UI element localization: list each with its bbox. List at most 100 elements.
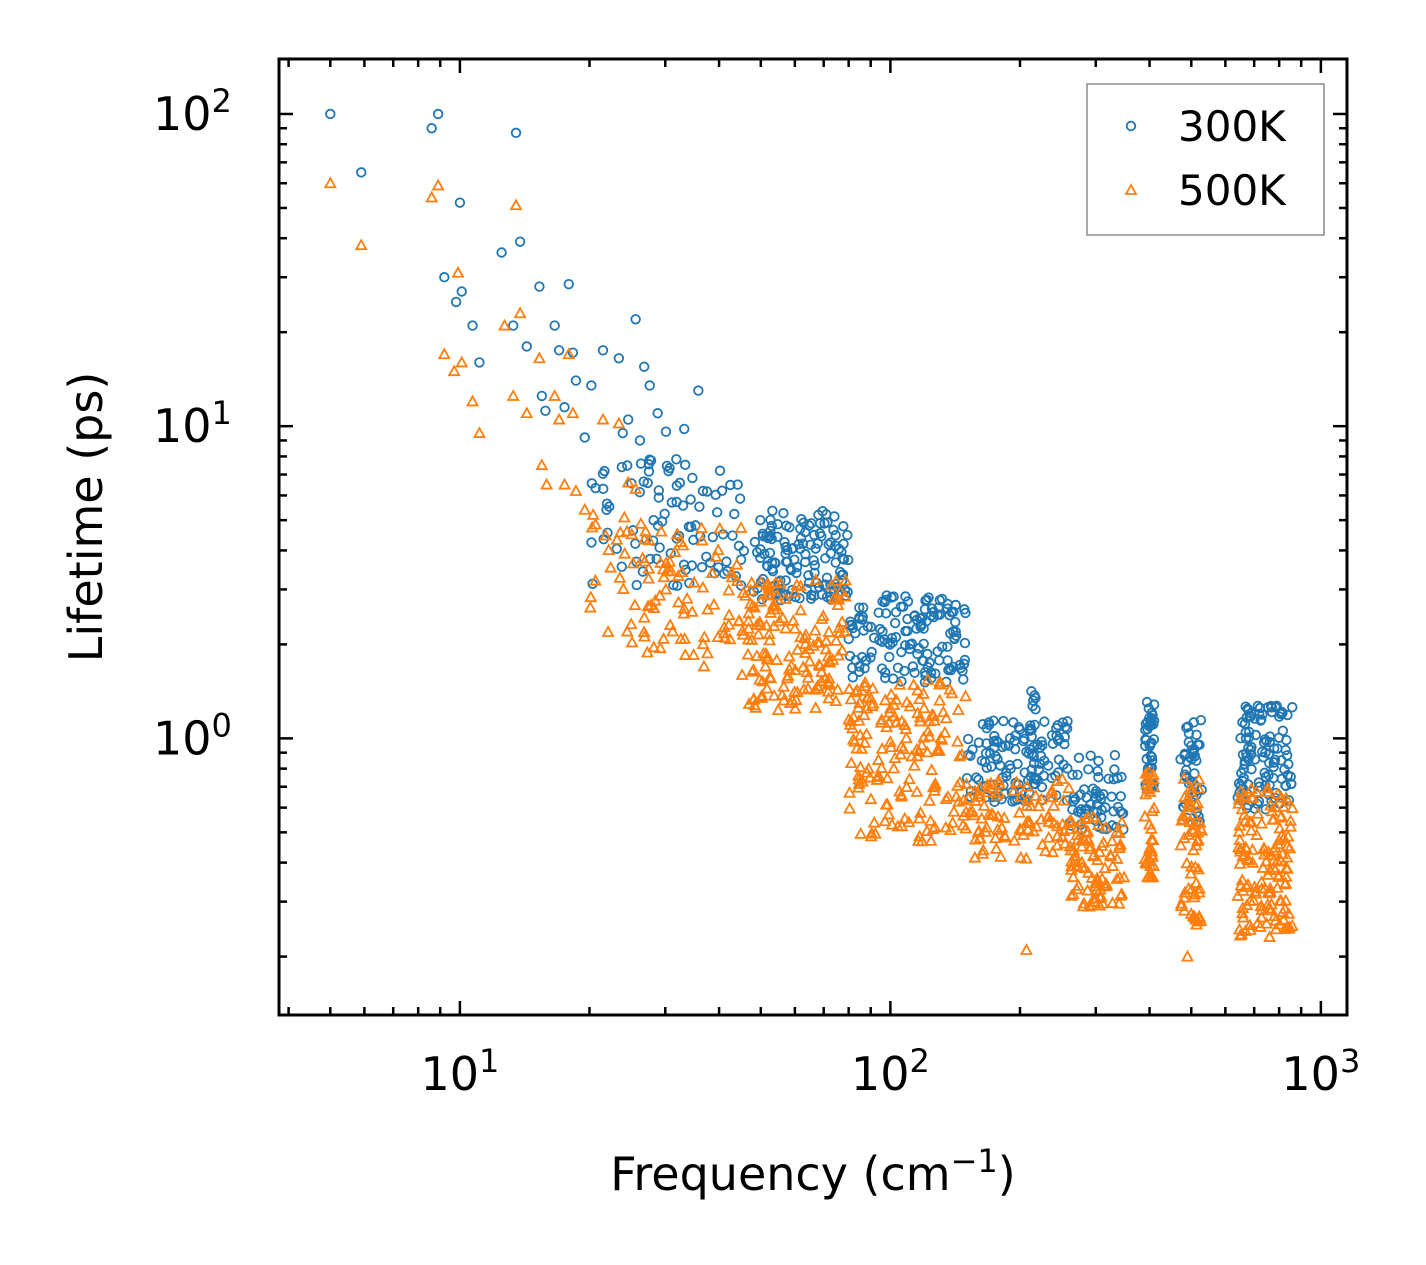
- data-point: [1068, 848, 1082, 861]
- data-point: [536, 390, 548, 402]
- data-point: [1277, 707, 1288, 719]
- data-point: [1012, 805, 1026, 818]
- data-point: [928, 777, 942, 789]
- data-point: [1241, 877, 1255, 890]
- data-point: [701, 551, 712, 563]
- data-point: [1078, 784, 1090, 795]
- data-point: [1180, 949, 1195, 962]
- data-point: [847, 672, 858, 683]
- data-point: [1276, 913, 1291, 925]
- data-point: [629, 481, 643, 494]
- data-point: [881, 590, 892, 601]
- data-point: [734, 521, 748, 533]
- data-point: [884, 651, 895, 663]
- data-point: [1146, 833, 1160, 846]
- data-point: [934, 655, 945, 666]
- data-point: [788, 621, 802, 634]
- data-point: [1261, 885, 1275, 898]
- data-point: [903, 699, 917, 712]
- data-point: [1077, 896, 1091, 909]
- data-point: [819, 642, 833, 655]
- data-point: [611, 543, 622, 555]
- data-point: [725, 479, 736, 491]
- data-point: [893, 677, 907, 690]
- data-point: [980, 777, 994, 790]
- data-point: [1272, 743, 1283, 754]
- data-point: [858, 736, 872, 748]
- data-point: [1090, 785, 1102, 797]
- data-point: [454, 197, 466, 208]
- data-point: [899, 731, 913, 744]
- data-point: [613, 525, 627, 538]
- data-point: [557, 477, 572, 490]
- data-point: [1243, 732, 1255, 743]
- data-point: [833, 584, 848, 597]
- data-point: [637, 532, 651, 545]
- data-point: [922, 714, 937, 727]
- data-point: [1283, 758, 1294, 770]
- data-point: [1287, 702, 1298, 713]
- data-point: [566, 406, 580, 419]
- data-point: [1186, 753, 1197, 765]
- data-point: [676, 538, 690, 551]
- data-point: [902, 625, 913, 637]
- data-point: [1070, 828, 1084, 840]
- data-point: [1243, 918, 1257, 931]
- data-point: [799, 628, 813, 640]
- data-point: [762, 627, 776, 640]
- data-point: [1062, 763, 1073, 774]
- data-point: [1091, 818, 1106, 830]
- data-point: [977, 799, 991, 811]
- data-point: [771, 703, 785, 716]
- data-point: [875, 742, 889, 754]
- data-point: [1087, 848, 1101, 860]
- data-point: [727, 530, 738, 541]
- data-point: [984, 748, 996, 759]
- data-point: [886, 632, 898, 644]
- data-point: [1110, 825, 1124, 837]
- data-point: [990, 788, 1004, 801]
- series-layer: [323, 108, 1299, 962]
- data-point: [900, 780, 914, 793]
- data-point: [868, 826, 882, 839]
- data-point: [1021, 822, 1035, 835]
- data-point: [813, 636, 827, 648]
- data-point: [1112, 826, 1126, 838]
- data-point: [535, 458, 549, 471]
- data-point: [610, 532, 624, 545]
- data-point: [803, 520, 815, 531]
- data-point: [639, 361, 650, 372]
- data-point: [1281, 750, 1293, 761]
- data-point: [1191, 755, 1202, 766]
- data-point: [553, 345, 565, 356]
- data-point: [1233, 818, 1247, 831]
- data-point: [782, 544, 793, 556]
- data-point: [707, 531, 718, 543]
- data-point: [578, 502, 592, 515]
- data-point: [534, 281, 545, 292]
- data-point: [612, 416, 626, 429]
- data-point: [599, 465, 610, 477]
- data-point: [1263, 748, 1275, 760]
- data-point: [437, 347, 451, 360]
- data-point: [1269, 757, 1280, 768]
- data-point: [1055, 830, 1069, 843]
- data-point: [1075, 855, 1089, 868]
- data-point: [854, 826, 868, 839]
- data-point: [1247, 893, 1261, 906]
- data-point: [888, 751, 902, 764]
- data-point: [1020, 814, 1034, 827]
- data-point: [958, 674, 969, 685]
- data-point: [809, 573, 823, 586]
- data-point: [950, 616, 961, 628]
- data-point: [1244, 782, 1258, 794]
- data-point: [1064, 889, 1078, 901]
- labels-layer: 101 102 103 100 101 102 Frequency (cm−1) Lifeti…: [59, 82, 1360, 1201]
- data-point: [878, 814, 892, 827]
- data-point: [784, 658, 798, 671]
- data-point: [1263, 930, 1277, 942]
- data-point: [991, 822, 1005, 835]
- data-point: [730, 557, 744, 570]
- data-point: [680, 459, 691, 471]
- data-point: [961, 791, 975, 804]
